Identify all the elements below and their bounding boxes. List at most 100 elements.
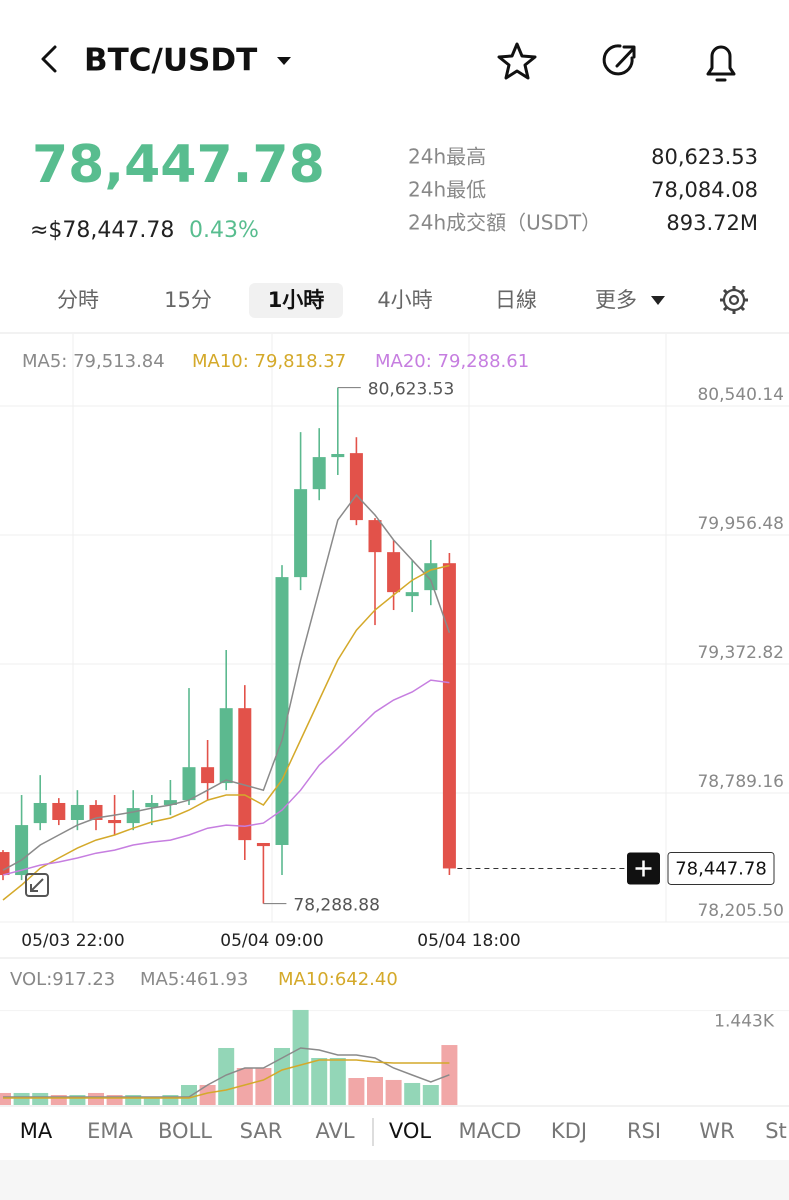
candle-body [219, 708, 233, 784]
indicator-tab[interactable]: SAR [240, 1119, 283, 1143]
candle-body [201, 767, 215, 784]
y-tick-label: 78,205.50 [697, 901, 784, 921]
volume-bar [50, 1094, 67, 1105]
x-tick-label: 05/03 22:00 [21, 931, 124, 951]
favorite-button[interactable] [497, 42, 537, 80]
candle-body [15, 825, 29, 876]
last-price-label: 78,447.78 [675, 858, 767, 879]
volume-bar [348, 1078, 365, 1105]
interval-tab[interactable]: 1小時 [268, 288, 325, 312]
volume-title: VOL:917.23 [10, 969, 115, 990]
candle-body [52, 802, 66, 821]
candle-body [275, 577, 289, 845]
interval-tab[interactable]: 4小時 [377, 288, 432, 312]
indicator-tab[interactable]: MACD [459, 1119, 522, 1143]
back-button[interactable] [41, 45, 57, 73]
footer-band [0, 1160, 789, 1200]
indicator-tab[interactable]: EMA [87, 1119, 133, 1143]
candle-body [387, 552, 401, 593]
chart: 80,540.14 79,956.48 79,372.82 78,789.16 78,2… [0, 334, 789, 1105]
y-tick-label: 79,956.48 [697, 514, 784, 534]
expand-button[interactable] [25, 873, 49, 897]
x-tick-label: 05/04 09:00 [220, 931, 323, 951]
interval-tab[interactable]: 分時 [57, 288, 99, 312]
indicator-tab[interactable]: KDJ [551, 1119, 587, 1143]
ma-line [2, 679, 450, 876]
volume-bar [13, 1092, 30, 1105]
ma-line [2, 493, 451, 871]
last-price: 78,447.78 [32, 135, 325, 195]
settings-button[interactable] [720, 286, 748, 314]
y-tick-label: 80,540.14 [697, 385, 784, 405]
volume-bar [404, 1082, 421, 1105]
candle-body [405, 592, 419, 597]
volume-bar [218, 1047, 235, 1105]
high-label: 80,623.53 [368, 380, 455, 400]
indicator-tab[interactable]: RSI [627, 1119, 661, 1143]
interval-tab[interactable]: 日線 [495, 288, 537, 312]
candle-body [33, 802, 47, 824]
volume-bar [422, 1084, 439, 1105]
more-dropdown[interactable] [651, 296, 665, 305]
candle-body [256, 842, 270, 847]
stat-label: 24h成交額（USDT） [408, 211, 601, 235]
legend-entry: MA10:642.40 [278, 969, 398, 990]
candle-body [145, 802, 159, 808]
active-tab-bg [249, 283, 343, 318]
last-price-box [667, 851, 775, 885]
pair-title[interactable]: BTC/USDT [84, 43, 257, 79]
y-tick-label: 1.443K [714, 1012, 775, 1032]
candle-body [424, 563, 438, 591]
share-button[interactable] [602, 44, 636, 76]
volume-bar [199, 1084, 216, 1105]
candle-body [331, 454, 345, 458]
volume-bar [292, 1009, 309, 1105]
indicator-tab[interactable]: MA [20, 1119, 53, 1143]
stat-value: 78,084.08 [651, 178, 758, 202]
legend-entry: MA10: 79,818.37 [192, 351, 346, 372]
ma-line [3, 1059, 450, 1099]
candle-body [349, 453, 363, 521]
volume-bar [367, 1077, 383, 1105]
low-label: 78,288.88 [293, 896, 380, 916]
legend-entry: MA5:461.93 [140, 969, 248, 990]
alert-button[interactable] [706, 45, 736, 82]
candle-body [89, 804, 103, 821]
usd-price: ≈$78,447.78 [30, 218, 174, 243]
volume-bar [69, 1094, 86, 1105]
volume-bar [255, 1067, 272, 1105]
interval-tab[interactable]: 更多 [595, 288, 637, 312]
indicator-tab[interactable]: AVL [315, 1119, 354, 1143]
x-tick-label: 05/04 18:00 [417, 931, 520, 951]
indicator-tabs: MA EMA BOLL SAR AVL VOL MACD KDJ RSI WR St [20, 1119, 787, 1143]
volume-bar [329, 1057, 346, 1105]
ma-line [3, 1047, 450, 1098]
candle-body [368, 520, 382, 553]
volume-bar [385, 1079, 402, 1105]
candle-body [108, 820, 122, 824]
candle-body [442, 563, 456, 869]
interval-tab[interactable]: 15分 [164, 288, 212, 312]
candle-body [0, 852, 10, 876]
expand-icon [30, 878, 44, 892]
legend-entry: MA20: 79,288.61 [375, 351, 529, 372]
volume-bar [181, 1084, 197, 1105]
indicator-tab[interactable]: BOLL [158, 1119, 212, 1143]
candle-body [70, 804, 84, 821]
crosshair-icon [635, 860, 652, 877]
stat-label: 24h最高 [408, 145, 486, 169]
stat-value: 80,623.53 [651, 145, 758, 169]
indicator-tab[interactable]: VOL [389, 1119, 432, 1143]
pair-dropdown[interactable] [277, 57, 291, 65]
stat-label: 24h最低 [408, 178, 486, 202]
volume-bar [143, 1098, 160, 1105]
volume-bar [162, 1094, 179, 1105]
legend-entry: MA5: 79,513.84 [22, 351, 165, 372]
candle-body [312, 457, 326, 490]
volume-bar [88, 1092, 104, 1105]
indicator-tab[interactable]: WR [699, 1119, 734, 1143]
ma-line [2, 564, 450, 901]
indicator-tab[interactable]: St [765, 1119, 787, 1143]
